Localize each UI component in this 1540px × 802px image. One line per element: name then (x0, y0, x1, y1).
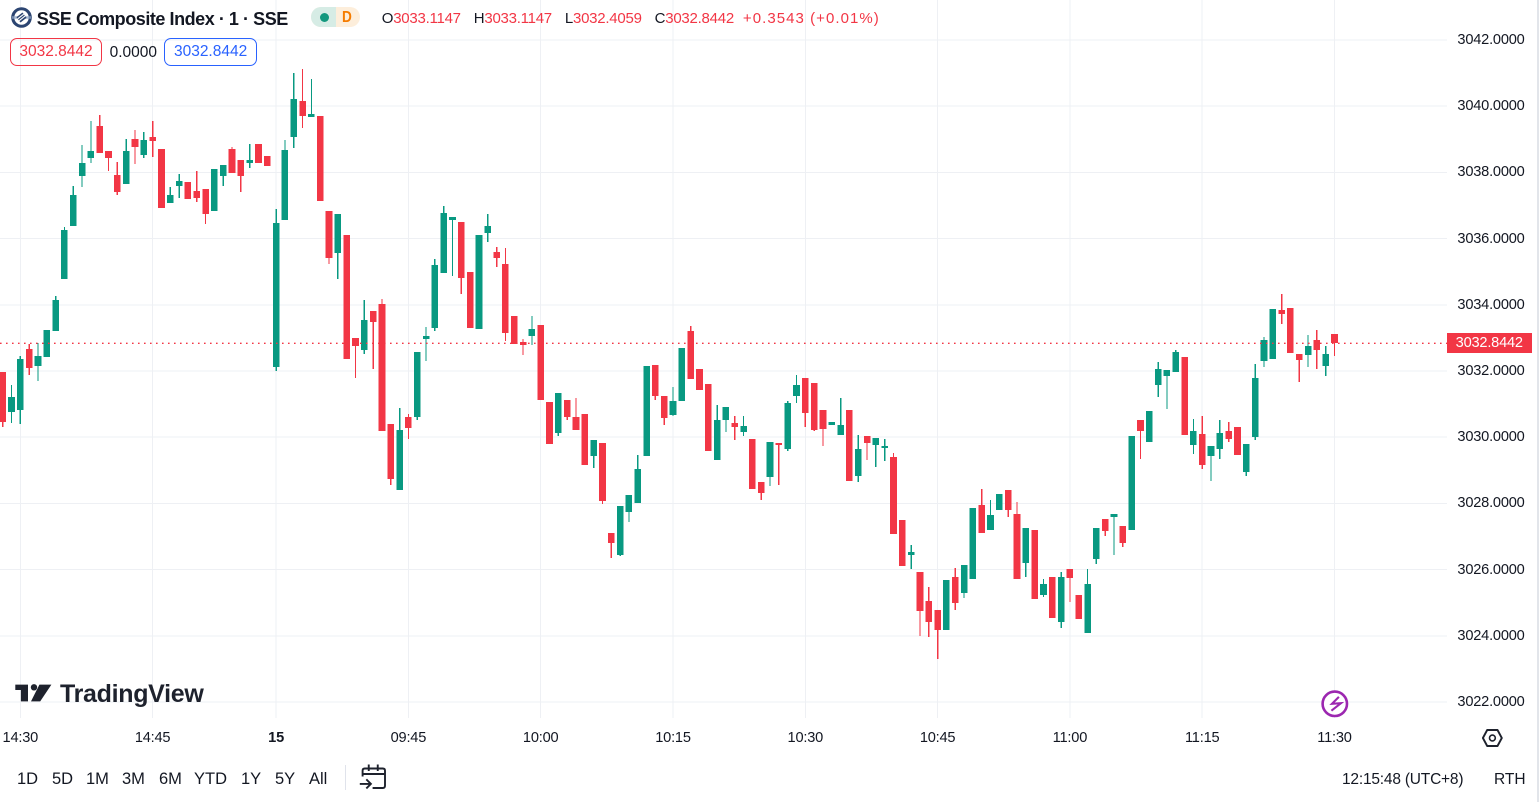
svg-text:TradingView: TradingView (60, 683, 204, 707)
